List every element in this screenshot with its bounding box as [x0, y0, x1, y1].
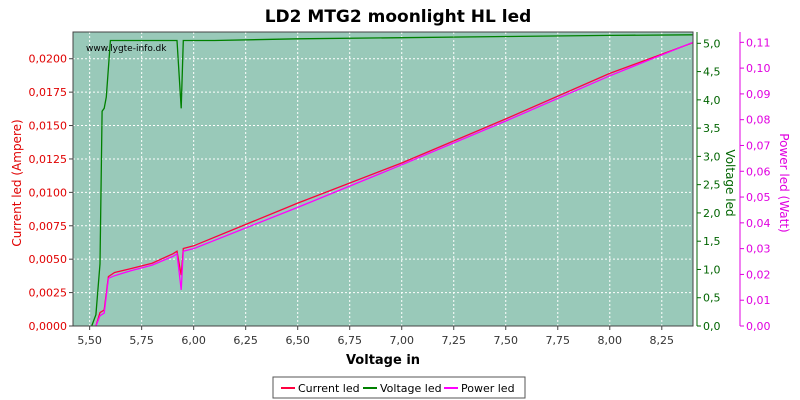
x-tick-label: 7,00: [389, 334, 414, 347]
legend-box: [272, 376, 526, 399]
power-tick-label: 0,06: [746, 165, 771, 178]
plot-area: [73, 32, 693, 326]
power-tick-label: 0,09: [746, 88, 771, 101]
voltage-tick-label: 1,5: [703, 235, 721, 248]
voltage-tick-label: 2,5: [703, 179, 721, 192]
plot-border: [72, 31, 694, 327]
series-line-power-led: [95, 41, 694, 327]
series-line-voltage-led: [91, 34, 694, 327]
chart-title: LD2 MTG2 moonlight HL led: [265, 7, 532, 27]
left-tick-label: 0,0000: [29, 320, 68, 333]
x-tick-label: 5,75: [129, 334, 154, 347]
legend: Current led Voltage led Power led: [272, 376, 526, 399]
x-tick-label: 8,00: [598, 334, 623, 347]
left-tick-label: 0,0125: [29, 153, 68, 166]
legend-label-voltage-led: Voltage led: [380, 382, 442, 395]
x-tick-label: 6,25: [233, 334, 258, 347]
left-tick-label: 0,0025: [29, 287, 68, 300]
left-tick-label: 0,0050: [29, 253, 68, 266]
voltage-axis-label: Voltage led: [723, 149, 737, 216]
left-axis-label: Current led (Ampere): [10, 119, 24, 246]
x-tick-label: 6,00: [181, 334, 206, 347]
power-tick-label: 0,04: [746, 217, 771, 230]
left-tick-label: 0,0100: [29, 186, 68, 199]
voltage-tick-label: 5,0: [703, 37, 721, 50]
voltage-tick-label: 3,5: [703, 122, 721, 135]
voltage-tick-label: 4,0: [703, 94, 721, 107]
legend-label-power-led: Power led: [461, 382, 515, 395]
power-tick-label: 0,02: [746, 268, 771, 281]
power-tick-label: 0,00: [746, 320, 771, 333]
left-tick-label: 0,0150: [29, 120, 68, 133]
watermark: www.lygte-info.dk: [86, 44, 167, 54]
voltage-tick-label: 3,0: [703, 150, 721, 163]
x-tick-label: 5,50: [77, 334, 102, 347]
x-tick-label: 7,75: [546, 334, 571, 347]
x-tick-label: 7,25: [441, 334, 466, 347]
series-lines: [91, 34, 694, 327]
left-tick-label: 0,0075: [29, 220, 68, 233]
legend-label-current-led: Current led: [298, 382, 360, 395]
voltage-tick-label: 2,0: [703, 207, 721, 220]
power-tick-label: 0,08: [746, 114, 771, 127]
power-tick-label: 0,03: [746, 243, 771, 256]
axes: 5,50 5,75 6,00 6,25 6,50 6,75 7,00 7,25 7,50 7,75…: [29, 31, 771, 347]
power-axis-label: Power led (Watt): [777, 133, 791, 232]
voltage-tick-label: 1,0: [703, 263, 721, 276]
x-axis-label: Voltage in: [346, 353, 420, 368]
power-tick-label: 0,10: [746, 62, 771, 75]
power-tick-label: 0,11: [746, 36, 771, 49]
voltage-tick-label: 0,5: [703, 292, 721, 305]
x-tick-label: 6,50: [285, 334, 310, 347]
x-tick-label: 6,75: [337, 334, 362, 347]
x-tick-label: 7,50: [494, 334, 519, 347]
left-tick-label: 0,0175: [29, 86, 68, 99]
power-tick-label: 0,07: [746, 139, 771, 152]
grid: [73, 32, 693, 327]
power-tick-label: 0,05: [746, 191, 771, 204]
voltage-tick-label: 0,0: [703, 320, 721, 333]
x-tick-label: 8,25: [650, 334, 675, 347]
power-tick-label: 0,01: [746, 294, 771, 307]
voltage-tick-label: 4,5: [703, 66, 721, 79]
left-tick-label: 0,0200: [29, 53, 68, 66]
